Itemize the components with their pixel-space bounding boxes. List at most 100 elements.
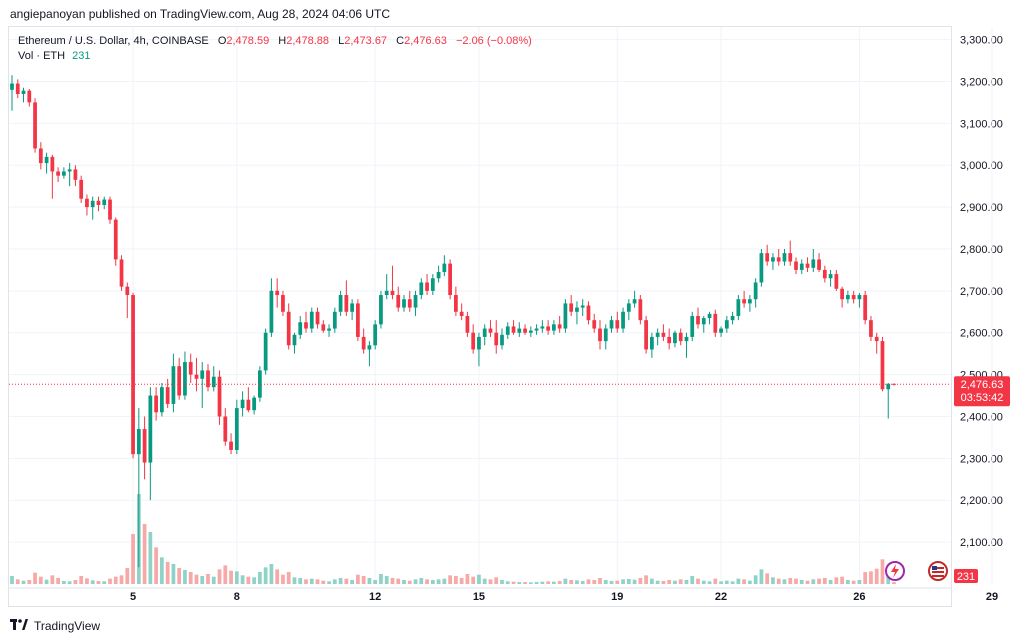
candle-body: [373, 324, 378, 346]
volume-bar: [327, 581, 331, 584]
candle-body: [598, 328, 602, 342]
volume-bar: [258, 572, 262, 584]
volume-bar: [448, 575, 452, 584]
candle-body: [701, 318, 706, 325]
volume-bar: [338, 578, 343, 584]
x-tick-label: 8: [234, 591, 240, 603]
volume-bar: [517, 582, 522, 584]
volume-badge: [954, 569, 978, 583]
volume-bar: [678, 579, 683, 584]
candle-body: [436, 271, 441, 279]
x-tick-label: 15: [473, 591, 485, 603]
candle-body: [269, 290, 274, 333]
candle-body: [586, 305, 591, 321]
volume-bar: [673, 580, 677, 584]
candle-body: [615, 320, 620, 329]
volume-bar: [690, 576, 695, 584]
volume-bar: [638, 578, 643, 584]
candle-body: [131, 295, 135, 455]
candle-body: [160, 387, 164, 413]
volume-bar: [465, 574, 470, 584]
candle-body: [736, 299, 741, 316]
candle-body: [448, 263, 452, 296]
volume-bar: [90, 580, 95, 584]
candle-body: [188, 362, 193, 375]
volume-bar: [742, 579, 746, 584]
volume-bar: [759, 569, 764, 584]
candle-body: [263, 332, 268, 371]
close-label: C: [396, 35, 405, 47]
volume-bar: [102, 581, 107, 584]
candle-body: [194, 374, 199, 379]
symbol-name[interactable]: Ethereum / U.S. Dollar, 4h, COINBASE: [18, 35, 209, 47]
volume-bar: [869, 571, 873, 584]
footer-brand[interactable]: TradingView: [10, 618, 100, 633]
volume-bar: [79, 576, 84, 584]
candle-body: [315, 311, 320, 325]
volume-bar: [748, 580, 752, 584]
y-tick-label: 2,800.00: [960, 244, 1003, 256]
x-tick-label: 12: [369, 591, 381, 603]
legend-volume-row: Vol · ETH 231: [18, 49, 532, 64]
candle-body: [200, 370, 205, 379]
volume-bar: [482, 578, 487, 584]
volume-bar: [56, 578, 60, 584]
candle-body: [609, 320, 614, 329]
low-value: 2,473.67: [344, 35, 388, 47]
candle-body: [828, 274, 833, 279]
candle-body: [85, 198, 89, 208]
volume-bar: [655, 580, 660, 584]
y-tick-label: 2,700.00: [960, 286, 1003, 298]
volume-bar: [477, 574, 481, 584]
candle-body: [673, 332, 677, 344]
volume-bar: [275, 569, 280, 584]
x-tick-label: 19: [611, 591, 623, 603]
volume-bar: [834, 577, 839, 584]
candle-body: [471, 332, 476, 350]
candle-body: [21, 90, 26, 95]
volume-bar: [379, 574, 383, 584]
candle-body: [546, 326, 550, 331]
volume-bar: [21, 580, 26, 584]
volume-bar: [298, 578, 303, 584]
volume-bar: [252, 577, 256, 584]
legend-price-row: Ethereum / U.S. Dollar, 4h, COINBASE O2,…: [18, 34, 532, 49]
candle-body: [713, 313, 718, 333]
candle-body: [171, 366, 176, 404]
volume-bar: [552, 581, 556, 584]
candle-body: [281, 295, 285, 312]
volume-bar: [667, 580, 672, 584]
volume-bar: [15, 579, 20, 584]
volume-bar: [540, 581, 545, 584]
volume-bar: [356, 574, 360, 584]
candle-body: [33, 102, 37, 149]
volume-bar: [281, 574, 285, 584]
volume-bar: [119, 575, 124, 584]
volume-bar: [615, 580, 620, 584]
candle-body: [644, 320, 648, 350]
volume-bar: [165, 562, 170, 584]
volume-bar: [776, 578, 781, 584]
volume-bar: [569, 580, 574, 584]
candle-body: [419, 282, 424, 296]
volume-bar: [292, 577, 297, 584]
volume-bar: [332, 579, 337, 584]
volume-bar: [753, 575, 758, 584]
candle-body: [857, 295, 862, 300]
volume-label[interactable]: Vol · ETH: [18, 50, 66, 62]
volume-bar: [73, 580, 78, 584]
change-value: −2.06 (−0.08%): [455, 35, 532, 47]
volume-bar: [321, 580, 326, 584]
volume-bar: [85, 578, 89, 584]
volume-bar: [200, 576, 205, 584]
volume-bar: [206, 574, 210, 584]
volume-bar: [367, 578, 372, 584]
volume-bar: [194, 574, 199, 584]
volume-bar: [148, 532, 153, 584]
volume-bar: [528, 582, 533, 584]
volume-bar: [263, 567, 268, 584]
x-tick-label: 29: [986, 591, 998, 603]
volume-bar: [373, 580, 378, 584]
volume-bar: [67, 581, 72, 584]
